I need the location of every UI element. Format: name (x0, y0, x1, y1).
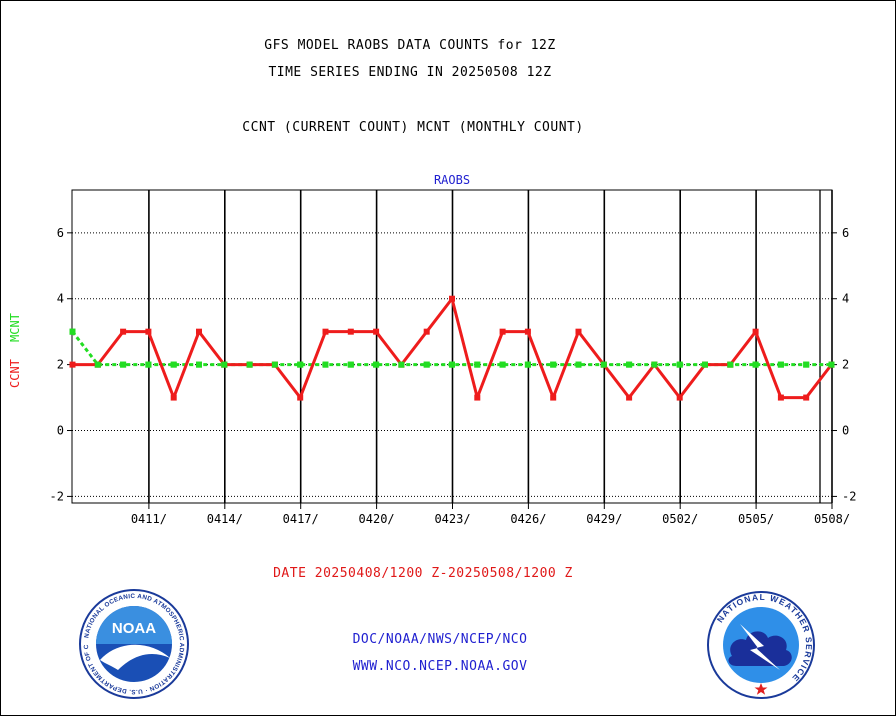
xtick-label: 0508/ (814, 512, 850, 526)
xtick-label: 0420/ (359, 512, 395, 526)
data-point-mcnt-top (94, 361, 101, 368)
data-point-ccnt (777, 394, 784, 401)
data-point-ccnt (423, 328, 430, 335)
data-point-ccnt (449, 295, 455, 302)
data-point-ccnt (676, 394, 683, 401)
data-point-mcnt-top (777, 361, 784, 368)
data-point-mcnt-top (727, 361, 734, 368)
ytick-label-left: -2 (50, 489, 64, 503)
data-point-mcnt-top (550, 361, 557, 368)
data-point-mcnt-top (676, 361, 683, 368)
data-point-mcnt-top (120, 361, 127, 368)
agency-label: DOC/NOAA/NWS/NCEP/NCO (352, 632, 528, 647)
nws-logo: NATIONAL WEATHER SERVICE (707, 591, 815, 699)
data-point-ccnt (626, 394, 633, 401)
xtick-label: 0502/ (662, 512, 698, 526)
ytick-label-left: 2 (57, 358, 64, 372)
chart-subtitle: CCNT (CURRENT COUNT) MCNT (MONTHLY COUNT… (242, 120, 584, 135)
ylabel-mcnt: MCNT (8, 313, 22, 342)
ytick-label-left: 6 (57, 226, 64, 240)
website-link[interactable]: WWW.NCO.NCEP.NOAA.GOV (352, 659, 528, 674)
data-point-ccnt (347, 328, 354, 335)
xtick-label: 0414/ (207, 512, 243, 526)
xtick-label: 0426/ (510, 512, 546, 526)
data-point-mcnt-top (170, 361, 177, 368)
data-point-ccnt (499, 328, 506, 335)
data-point-ccnt (575, 328, 582, 335)
data-point-mcnt-top (322, 361, 329, 368)
data-point-ccnt (752, 328, 759, 335)
data-point-mcnt-top (474, 361, 481, 368)
data-point-ccnt (322, 328, 329, 335)
ytick-label-right: -2 (842, 489, 856, 503)
data-point-mcnt-top (524, 361, 531, 368)
data-point-ccnt (803, 394, 810, 401)
chart-title-line1: GFS MODEL RAOBS DATA COUNTS for 12Z (264, 38, 556, 53)
ytick-label-right: 4 (842, 292, 849, 306)
noaa-logo-text: NOAA (112, 620, 156, 637)
data-point-mcnt-top (221, 361, 228, 368)
data-point-mcnt-top (575, 361, 582, 368)
data-point-mcnt-top (600, 361, 607, 368)
data-point-mcnt-top (752, 361, 759, 368)
ylabel-ccnt: CCNT (8, 359, 22, 388)
ytick-label-right: 6 (842, 226, 849, 240)
data-point-mcnt-top (69, 328, 76, 335)
data-point-mcnt-top (499, 361, 506, 368)
data-point-mcnt-top (271, 361, 278, 368)
data-point-mcnt-top (246, 361, 253, 368)
data-point-mcnt-top (196, 361, 202, 368)
xtick-label: 0429/ (586, 512, 622, 526)
ytick-label-right: 2 (842, 358, 849, 372)
data-point-mcnt-top (626, 361, 633, 368)
xtick-label: 0411/ (131, 512, 167, 526)
data-point-mcnt-top (651, 361, 658, 368)
data-point-mcnt-top (423, 361, 430, 368)
ytick-label-left: 0 (57, 424, 64, 438)
data-point-ccnt (196, 328, 202, 335)
data-point-mcnt-top (373, 361, 380, 368)
xtick-label: 0505/ (738, 512, 774, 526)
data-point-mcnt-top (803, 361, 810, 368)
ytick-label-right: 0 (842, 424, 849, 438)
xtick-label: 0417/ (283, 512, 319, 526)
data-point-ccnt (373, 328, 380, 335)
chart-title-line2: TIME SERIES ENDING IN 20250508 12Z (268, 65, 552, 80)
data-point-mcnt-top (145, 361, 152, 368)
date-range-label: DATE 20250408/1200 Z-20250508/1200 Z (273, 566, 573, 581)
data-point-mcnt-top (702, 361, 708, 368)
data-point-ccnt (474, 394, 481, 401)
noaa-logo: NOAA NATIONAL OCEANIC AND ATMOSPHERIC AD… (78, 588, 189, 699)
data-point-mcnt-top (398, 361, 405, 368)
data-point-ccnt (170, 394, 177, 401)
data-point-ccnt (550, 394, 557, 401)
data-point-ccnt (145, 328, 152, 335)
ytick-label-left: 4 (57, 292, 64, 306)
xtick-label: 0423/ (434, 512, 470, 526)
data-point-mcnt-top (828, 361, 835, 368)
data-point-ccnt (297, 394, 304, 401)
data-point-ccnt (120, 328, 127, 335)
plot-title: RAOBS (434, 173, 470, 187)
data-point-ccnt (524, 328, 531, 335)
data-point-mcnt-top (449, 361, 455, 368)
data-point-mcnt-top (347, 361, 354, 368)
data-point-ccnt (69, 361, 76, 368)
data-point-mcnt-top (297, 361, 304, 368)
